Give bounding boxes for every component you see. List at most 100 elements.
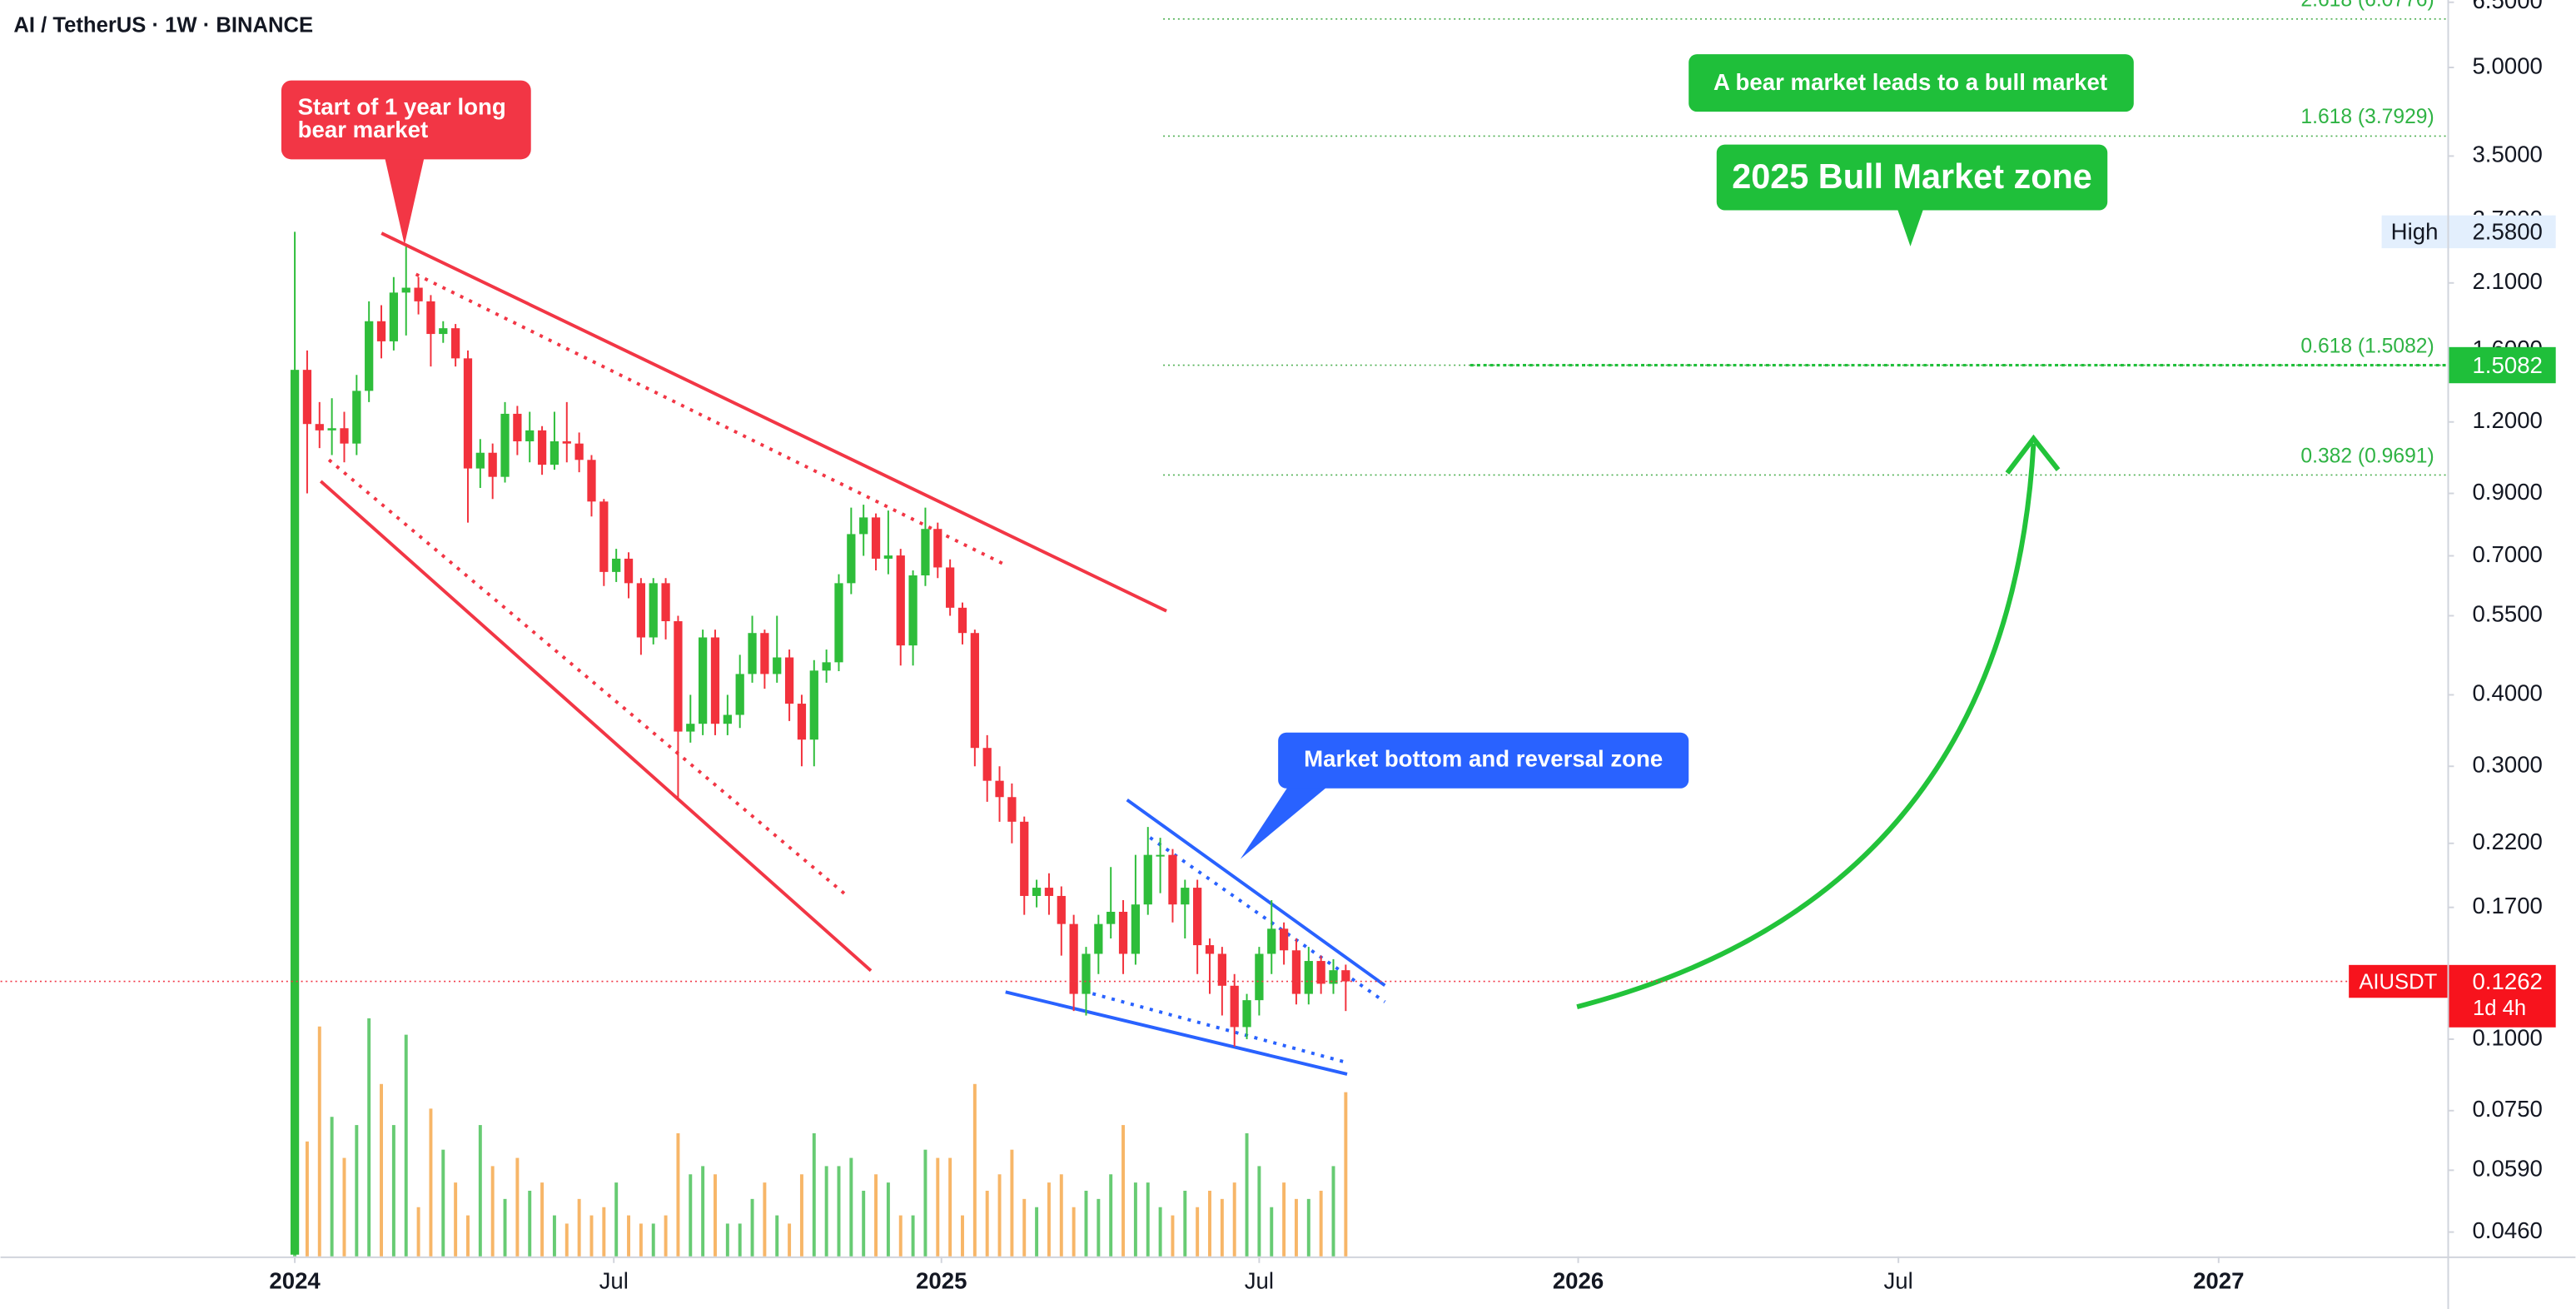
last-price-tag <box>2449 964 2556 1028</box>
candle-body <box>327 428 336 431</box>
candle-body <box>735 674 744 715</box>
x-tick-label: Jul <box>599 1268 629 1294</box>
candle-body <box>710 637 720 724</box>
symbol-tag <box>2349 964 2448 998</box>
volume-bar <box>1010 1149 1014 1257</box>
candle-body <box>1143 854 1152 905</box>
candle-body <box>847 534 856 584</box>
callout-text: bear market <box>298 117 429 142</box>
volume-bar <box>614 1182 619 1257</box>
candle-body <box>401 287 410 293</box>
trend-lines <box>319 231 2061 1076</box>
volume-bar <box>1059 1174 1063 1257</box>
level-price-label: 1.5082 <box>2472 352 2542 378</box>
volume-bar <box>1306 1198 1310 1257</box>
volume-bar <box>490 1166 495 1257</box>
volume-bar <box>837 1166 841 1257</box>
candle-body <box>982 748 992 781</box>
high-tag-label: High <box>2391 219 2439 245</box>
candle-body <box>1329 970 1338 984</box>
candle-body <box>475 452 485 469</box>
volume-bar <box>1133 1182 1137 1257</box>
y-tick-label: 0.7000 <box>2472 541 2542 567</box>
y-tick-label: 0.2200 <box>2472 829 2542 854</box>
candle-body <box>748 633 757 674</box>
volume-bar <box>528 1190 532 1257</box>
trend-line <box>1126 798 1386 988</box>
candle-body <box>1205 945 1215 954</box>
volume-bar <box>985 1190 989 1257</box>
volume-bar <box>961 1215 964 1257</box>
volume-bar <box>1121 1125 1126 1257</box>
volume-bar <box>466 1215 470 1257</box>
candle-body <box>1279 928 1289 951</box>
volume-bar <box>812 1132 816 1257</box>
volume-bar <box>305 1141 309 1257</box>
volume-bar <box>997 1174 1002 1257</box>
volume-bar <box>317 1026 321 1257</box>
candle-body <box>599 501 609 572</box>
x-tick-label: Jul <box>1245 1268 1274 1294</box>
callout-box <box>1278 732 1689 789</box>
volume-bar <box>540 1182 545 1257</box>
volume-bar <box>503 1198 507 1257</box>
y-tick-label: 2.1000 <box>2472 268 2542 294</box>
candle-body <box>809 670 818 740</box>
volume-bar <box>750 1198 754 1257</box>
volume-bar <box>799 1174 803 1257</box>
volume-bar <box>1047 1182 1051 1257</box>
y-tick-label: 6.5000 <box>2472 0 2542 13</box>
y-tick-label: 1.2000 <box>2472 407 2542 433</box>
high-value-tag <box>2449 215 2556 249</box>
candle-body <box>1156 854 1165 857</box>
candle-body <box>340 428 349 444</box>
candle-body <box>946 567 955 608</box>
candle-body <box>1069 923 1078 994</box>
trend-line <box>327 458 848 897</box>
candle-body <box>1007 797 1017 822</box>
volume-bar <box>948 1157 952 1257</box>
y-tick-label: 0.0590 <box>2472 1156 2542 1182</box>
candle-body <box>1044 888 1054 896</box>
callout-box <box>1688 54 2134 112</box>
candle-body <box>500 413 510 477</box>
callout-text: A bear market leads to a bull market <box>1713 69 2107 95</box>
candle-body <box>957 607 967 634</box>
candle-body <box>1316 961 1325 984</box>
y-tick-label: 0.0750 <box>2472 1096 2542 1122</box>
volume-bar <box>738 1223 742 1257</box>
candle-body <box>859 517 868 535</box>
candle-body <box>970 633 979 749</box>
candle-body <box>414 287 423 301</box>
high-value-label: 2.5800 <box>2472 219 2542 245</box>
candle-body <box>389 292 399 341</box>
volume-bar <box>1257 1166 1261 1257</box>
callout: Start of 1 year long bear market <box>281 80 531 245</box>
candle-body <box>699 637 708 724</box>
candle-body <box>1193 888 1202 946</box>
callout-pointer <box>1897 208 1924 246</box>
x-tick-label: 2026 <box>1553 1268 1604 1294</box>
volume-bar <box>639 1223 643 1257</box>
level-price-tag <box>2449 346 2556 384</box>
candle-body <box>562 440 571 444</box>
candle-body <box>760 633 769 674</box>
callout-text: Start of 1 year long <box>298 93 506 119</box>
volume-bar <box>788 1223 792 1257</box>
candle-body <box>1082 953 1091 994</box>
volume-layer <box>293 952 1348 1257</box>
candle-body <box>822 662 831 671</box>
y-tick-label: 0.0460 <box>2472 1217 2542 1243</box>
candle-body <box>1304 961 1313 994</box>
callout-box <box>281 80 531 160</box>
volume-bar <box>923 1149 927 1257</box>
y-tick-label: 0.3000 <box>2472 752 2542 778</box>
fib-label: 1.618 (3.7929) <box>2300 106 2434 128</box>
candle-body <box>376 321 386 341</box>
x-tick-label: Jul <box>1884 1268 1913 1294</box>
candle-body <box>784 657 794 704</box>
candle-body <box>365 321 374 391</box>
candle-body <box>1242 1000 1251 1028</box>
volume-bar <box>429 1108 433 1257</box>
